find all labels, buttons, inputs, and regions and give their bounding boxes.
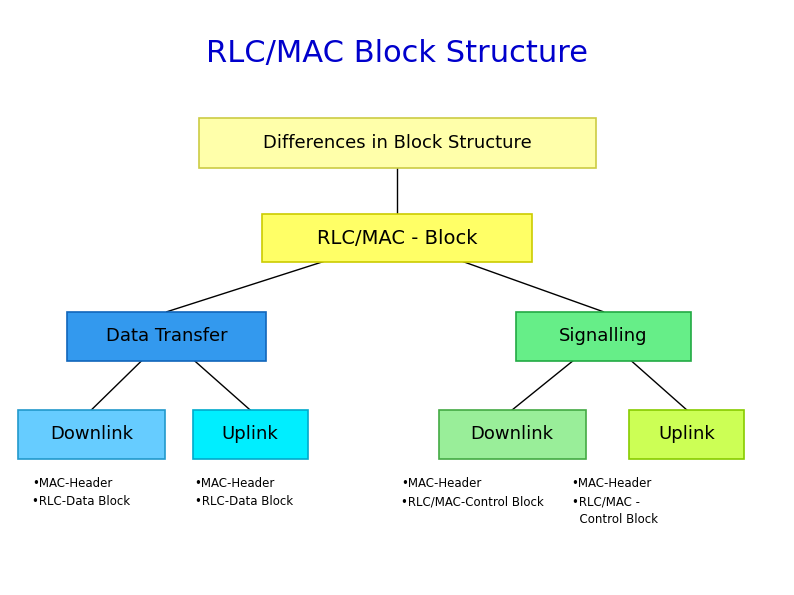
FancyBboxPatch shape <box>516 312 691 361</box>
Text: Uplink: Uplink <box>658 425 715 443</box>
FancyBboxPatch shape <box>198 117 596 168</box>
Text: Downlink: Downlink <box>50 425 133 443</box>
Text: •MAC-Header
•RLC-Data Block: •MAC-Header •RLC-Data Block <box>32 477 130 508</box>
FancyBboxPatch shape <box>629 410 745 459</box>
FancyBboxPatch shape <box>192 410 307 459</box>
Text: •MAC-Header
•RLC/MAC -
  Control Block: •MAC-Header •RLC/MAC - Control Block <box>572 477 657 526</box>
Text: Data Transfer: Data Transfer <box>106 327 228 345</box>
Text: Downlink: Downlink <box>471 425 553 443</box>
Text: Signalling: Signalling <box>559 327 648 345</box>
Text: •MAC-Header
•RLC-Data Block: •MAC-Header •RLC-Data Block <box>195 477 293 508</box>
FancyBboxPatch shape <box>67 312 266 361</box>
FancyBboxPatch shape <box>438 410 586 459</box>
Text: RLC/MAC Block Structure: RLC/MAC Block Structure <box>206 39 588 68</box>
FancyBboxPatch shape <box>18 410 165 459</box>
Text: Uplink: Uplink <box>222 425 279 443</box>
FancyBboxPatch shape <box>262 214 532 262</box>
Text: Differences in Block Structure: Differences in Block Structure <box>263 134 531 152</box>
Text: •MAC-Header
•RLC/MAC-Control Block: •MAC-Header •RLC/MAC-Control Block <box>401 477 544 508</box>
Text: RLC/MAC - Block: RLC/MAC - Block <box>317 228 477 248</box>
